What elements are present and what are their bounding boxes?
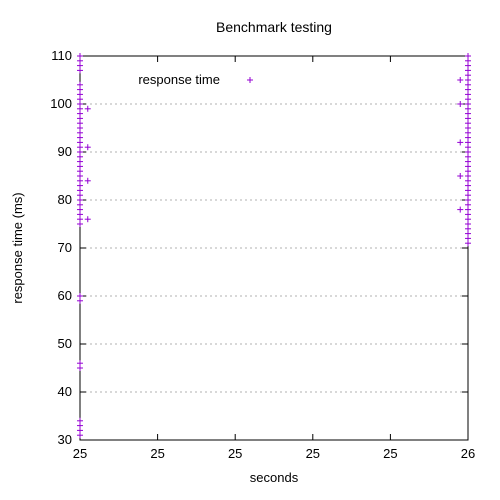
- svg-text:100: 100: [50, 96, 72, 111]
- legend-label: response time: [138, 72, 220, 87]
- y-axis-label: response time (ms): [10, 192, 25, 303]
- svg-text:80: 80: [58, 192, 72, 207]
- svg-text:25: 25: [383, 446, 397, 461]
- svg-text:25: 25: [306, 446, 320, 461]
- benchmark-scatter-chart: 30 40 50 60 70 80 90 100 110 25 25 25 25 25 26 Benchmar…: [0, 0, 500, 500]
- svg-text:25: 25: [228, 446, 242, 461]
- svg-text:60: 60: [58, 288, 72, 303]
- svg-text:70: 70: [58, 240, 72, 255]
- svg-text:40: 40: [58, 384, 72, 399]
- svg-text:110: 110: [51, 48, 72, 63]
- svg-text:25: 25: [150, 446, 164, 461]
- x-axis-label: seconds: [250, 470, 299, 485]
- svg-text:90: 90: [58, 144, 72, 159]
- svg-text:50: 50: [58, 336, 72, 351]
- svg-text:30: 30: [58, 432, 72, 447]
- svg-text:26: 26: [461, 446, 475, 461]
- svg-text:25: 25: [73, 446, 87, 461]
- chart-title: Benchmark testing: [216, 19, 332, 35]
